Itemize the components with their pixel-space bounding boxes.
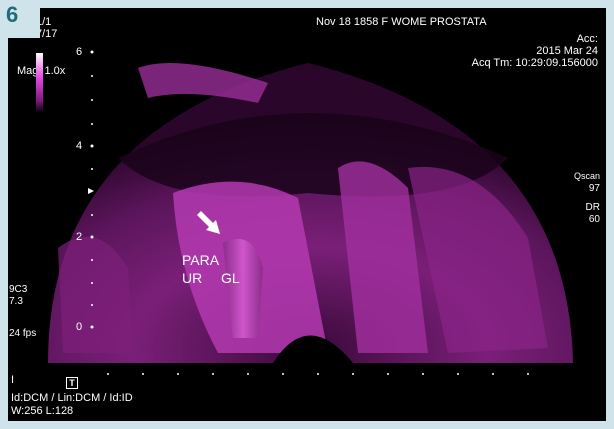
scan-mode-value: 97: [588, 183, 600, 194]
scan-mode: Qscan: [573, 171, 600, 181]
probe-model: 9C3: [9, 284, 28, 295]
depth-label-4: 4: [76, 140, 83, 152]
arrow-icon: [197, 211, 220, 234]
annotation-gl: GL: [221, 270, 240, 286]
gray-map-colorbar: [36, 53, 43, 113]
depth-label-2: 2: [76, 231, 83, 243]
annotation-ur: UR: [182, 270, 203, 286]
study-date: 2015 Mar 24: [536, 45, 598, 57]
dynamic-range-value: 60: [588, 214, 600, 225]
frame-rate: 24 fps: [9, 328, 37, 339]
acc-label: Acc:: [576, 33, 598, 45]
probe-frequency: 7.3: [9, 296, 23, 307]
window-level: W:256 L:128: [11, 405, 74, 417]
image-index: 7/17: [36, 28, 58, 40]
t-marker-icon: T: [66, 377, 78, 389]
study-title: Nov 18 1858 F WOME PROSTATA: [316, 16, 487, 28]
acquisition-time: Acq Tm: 10:29:09.156000: [471, 57, 598, 69]
dicom-ids: Id:DCM / Lin:DCM / Id:ID: [11, 392, 133, 404]
annotation-para: PARA: [182, 252, 220, 268]
depth-label-0: 0: [76, 321, 83, 333]
panel-number: 6: [0, 0, 40, 38]
ultrasound-viewport: 1/1 7/17 Mag: 1.0x Nov 18 1858 F WOME PR…: [8, 8, 606, 421]
ultrasound-image: [48, 50, 573, 375]
depth-label-6: 6: [76, 46, 83, 58]
dynamic-range-label: DR: [585, 202, 600, 213]
cursor-marker: I: [11, 374, 15, 386]
